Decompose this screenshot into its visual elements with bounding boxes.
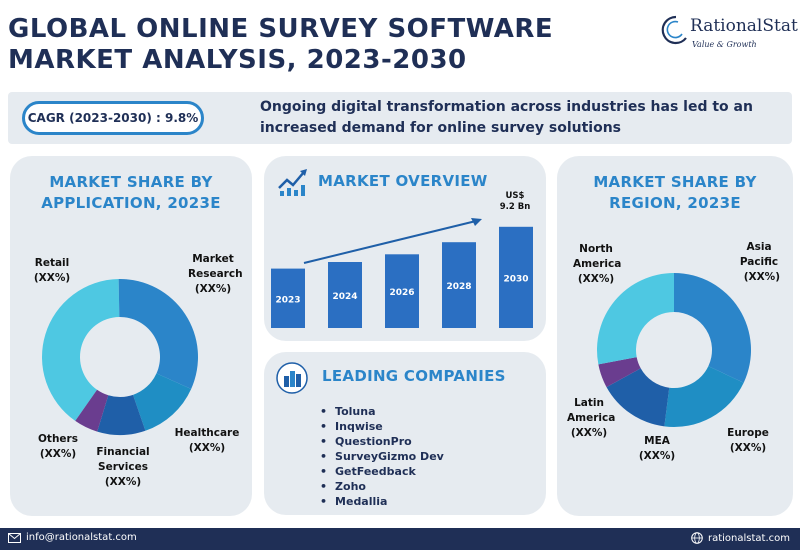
cagr-badge: CAGR (2023-2030) : 9.8%	[22, 101, 204, 135]
app-label-market-research-value: (XX%)	[194, 283, 232, 295]
app-label-healthcare-value: (XX%)	[188, 442, 226, 454]
region-label-latin-america: Latin America (XX%)	[562, 396, 616, 441]
bar-label-2030: 2030	[503, 274, 528, 284]
company-item: Medallia	[320, 494, 444, 509]
region-label-asia-pacific-name: Asia Pacific	[739, 241, 779, 268]
region-label-asia-pacific: Asia Pacific (XX%)	[726, 240, 780, 285]
app-label-retail-value: (XX%)	[33, 272, 71, 284]
bar-2023	[271, 268, 305, 328]
company-item: Inqwise	[320, 419, 444, 434]
app-label-market-research: Market Research (XX%)	[178, 252, 248, 297]
companies-title: LEADING COMPANIES	[322, 367, 506, 385]
application-donut-chart	[42, 279, 198, 435]
bar-2026	[385, 254, 419, 328]
slice-retail	[42, 279, 120, 421]
region-panel	[557, 156, 793, 516]
overview-value-amount: 9.2 Bn	[499, 202, 531, 212]
slice-latin-america	[598, 357, 641, 388]
slice-asia-pacific	[674, 273, 751, 383]
companies-list: Toluna Inqwise QuestionPro SurveyGizmo D…	[320, 404, 444, 509]
region-label-asia-pacific-value: (XX%)	[743, 271, 780, 283]
region-label-mea-name: MEA	[644, 435, 670, 447]
app-label-financial-services-name: Financial Services	[96, 446, 150, 473]
footer-website-text: rationalstat.com	[707, 532, 790, 544]
slice-market-research	[118, 279, 198, 389]
footer-email-text: info@rationalstat.com	[26, 532, 137, 543]
app-label-others-name: Others	[38, 433, 78, 445]
app-label-financial-services-value: (XX%)	[104, 476, 142, 488]
title-line-2: MARKET ANALYSIS, 2023-2030	[8, 45, 467, 75]
logo-name: RationalStat	[690, 16, 798, 36]
app-label-healthcare: Healthcare (XX%)	[172, 426, 242, 456]
logo-tagline: Value & Growth	[692, 40, 757, 49]
slice-europe	[664, 366, 744, 427]
app-label-market-research-name: Market Research	[188, 253, 243, 280]
app-label-others: Others (XX%)	[30, 432, 86, 462]
app-label-financial-services: Financial Services (XX%)	[88, 445, 158, 490]
cagr-description: Ongoing digital transformation across in…	[260, 99, 753, 136]
slice-mea	[606, 368, 670, 427]
region-label-europe-value: (XX%)	[729, 442, 767, 454]
region-label-north-america-value: (XX%)	[577, 273, 615, 285]
region-label-latin-america-name: Latin America	[567, 397, 616, 424]
overview-title: MARKET OVERVIEW	[318, 172, 488, 190]
company-item: QuestionPro	[320, 434, 444, 449]
overview-value-unit: US$	[505, 191, 525, 201]
company-item: GetFeedback	[320, 464, 444, 479]
market-overview-bar-chart: 2023 2024 2026 2028 2030	[271, 218, 533, 328]
slice-others	[75, 389, 109, 432]
logo-mark-icon	[661, 15, 687, 45]
bar-label-2024: 2024	[332, 292, 357, 302]
application-title-line-1: MARKET SHARE BY	[49, 173, 213, 191]
region-donut-chart	[597, 273, 751, 427]
app-label-retail-name: Retail	[34, 257, 70, 269]
region-label-north-america: North America (XX%)	[566, 242, 626, 287]
app-label-others-value: (XX%)	[39, 448, 77, 460]
region-label-mea-value: (XX%)	[638, 450, 676, 462]
region-title-line-1: MARKET SHARE BY	[593, 173, 757, 191]
bar-2024	[328, 262, 362, 328]
region-label-latin-america-value: (XX%)	[570, 427, 608, 439]
footer: info@rationalstat.com rationalstat.com	[0, 528, 800, 550]
region-title: MARKET SHARE BY REGION, 2023E	[557, 172, 793, 214]
trend-arrow-head	[471, 218, 482, 226]
cagr-band: CAGR (2023-2030) : 9.8% Ongoing digital …	[8, 92, 792, 144]
footer-website[interactable]: rationalstat.com	[691, 532, 790, 544]
region-label-europe: Europe (XX%)	[716, 426, 780, 456]
company-item: Toluna	[320, 404, 444, 419]
footer-email[interactable]: info@rationalstat.com	[8, 532, 137, 543]
region-title-line-2: REGION, 2023E	[609, 194, 741, 212]
slice-north-america	[597, 273, 674, 365]
growth-chart-icon	[278, 169, 307, 196]
company-item: Zoho	[320, 479, 444, 494]
app-label-retail: Retail (XX%)	[22, 256, 82, 286]
overview-value-annotation: US$ 9.2 Bn	[496, 191, 534, 213]
application-title: MARKET SHARE BY APPLICATION, 2023E	[10, 172, 252, 214]
trend-arrow-line	[303, 220, 477, 264]
buildings-icon	[276, 362, 308, 394]
company-item: SurveyGizmo Dev	[320, 449, 444, 464]
bar-2030	[499, 226, 533, 328]
logo: RationalStat Value & Growth	[660, 14, 798, 64]
bar-label-2028: 2028	[446, 282, 471, 292]
page-title: GLOBAL ONLINE SURVEY SOFTWARE MARKET ANA…	[8, 14, 553, 76]
mail-icon	[8, 532, 21, 543]
region-label-mea: MEA (XX%)	[630, 434, 684, 464]
title-line-1: GLOBAL ONLINE SURVEY SOFTWARE	[8, 14, 554, 44]
region-label-europe-name: Europe	[727, 427, 769, 439]
bar-label-2026: 2026	[389, 288, 414, 298]
app-label-healthcare-name: Healthcare	[174, 427, 240, 439]
bar-2028	[442, 242, 476, 328]
slice-healthcare	[133, 373, 192, 431]
bar-label-2023: 2023	[275, 295, 300, 305]
region-label-north-america-name: North America	[573, 243, 622, 270]
globe-icon	[691, 532, 703, 544]
application-title-line-2: APPLICATION, 2023E	[41, 194, 221, 212]
slice-financial-services	[97, 394, 146, 435]
